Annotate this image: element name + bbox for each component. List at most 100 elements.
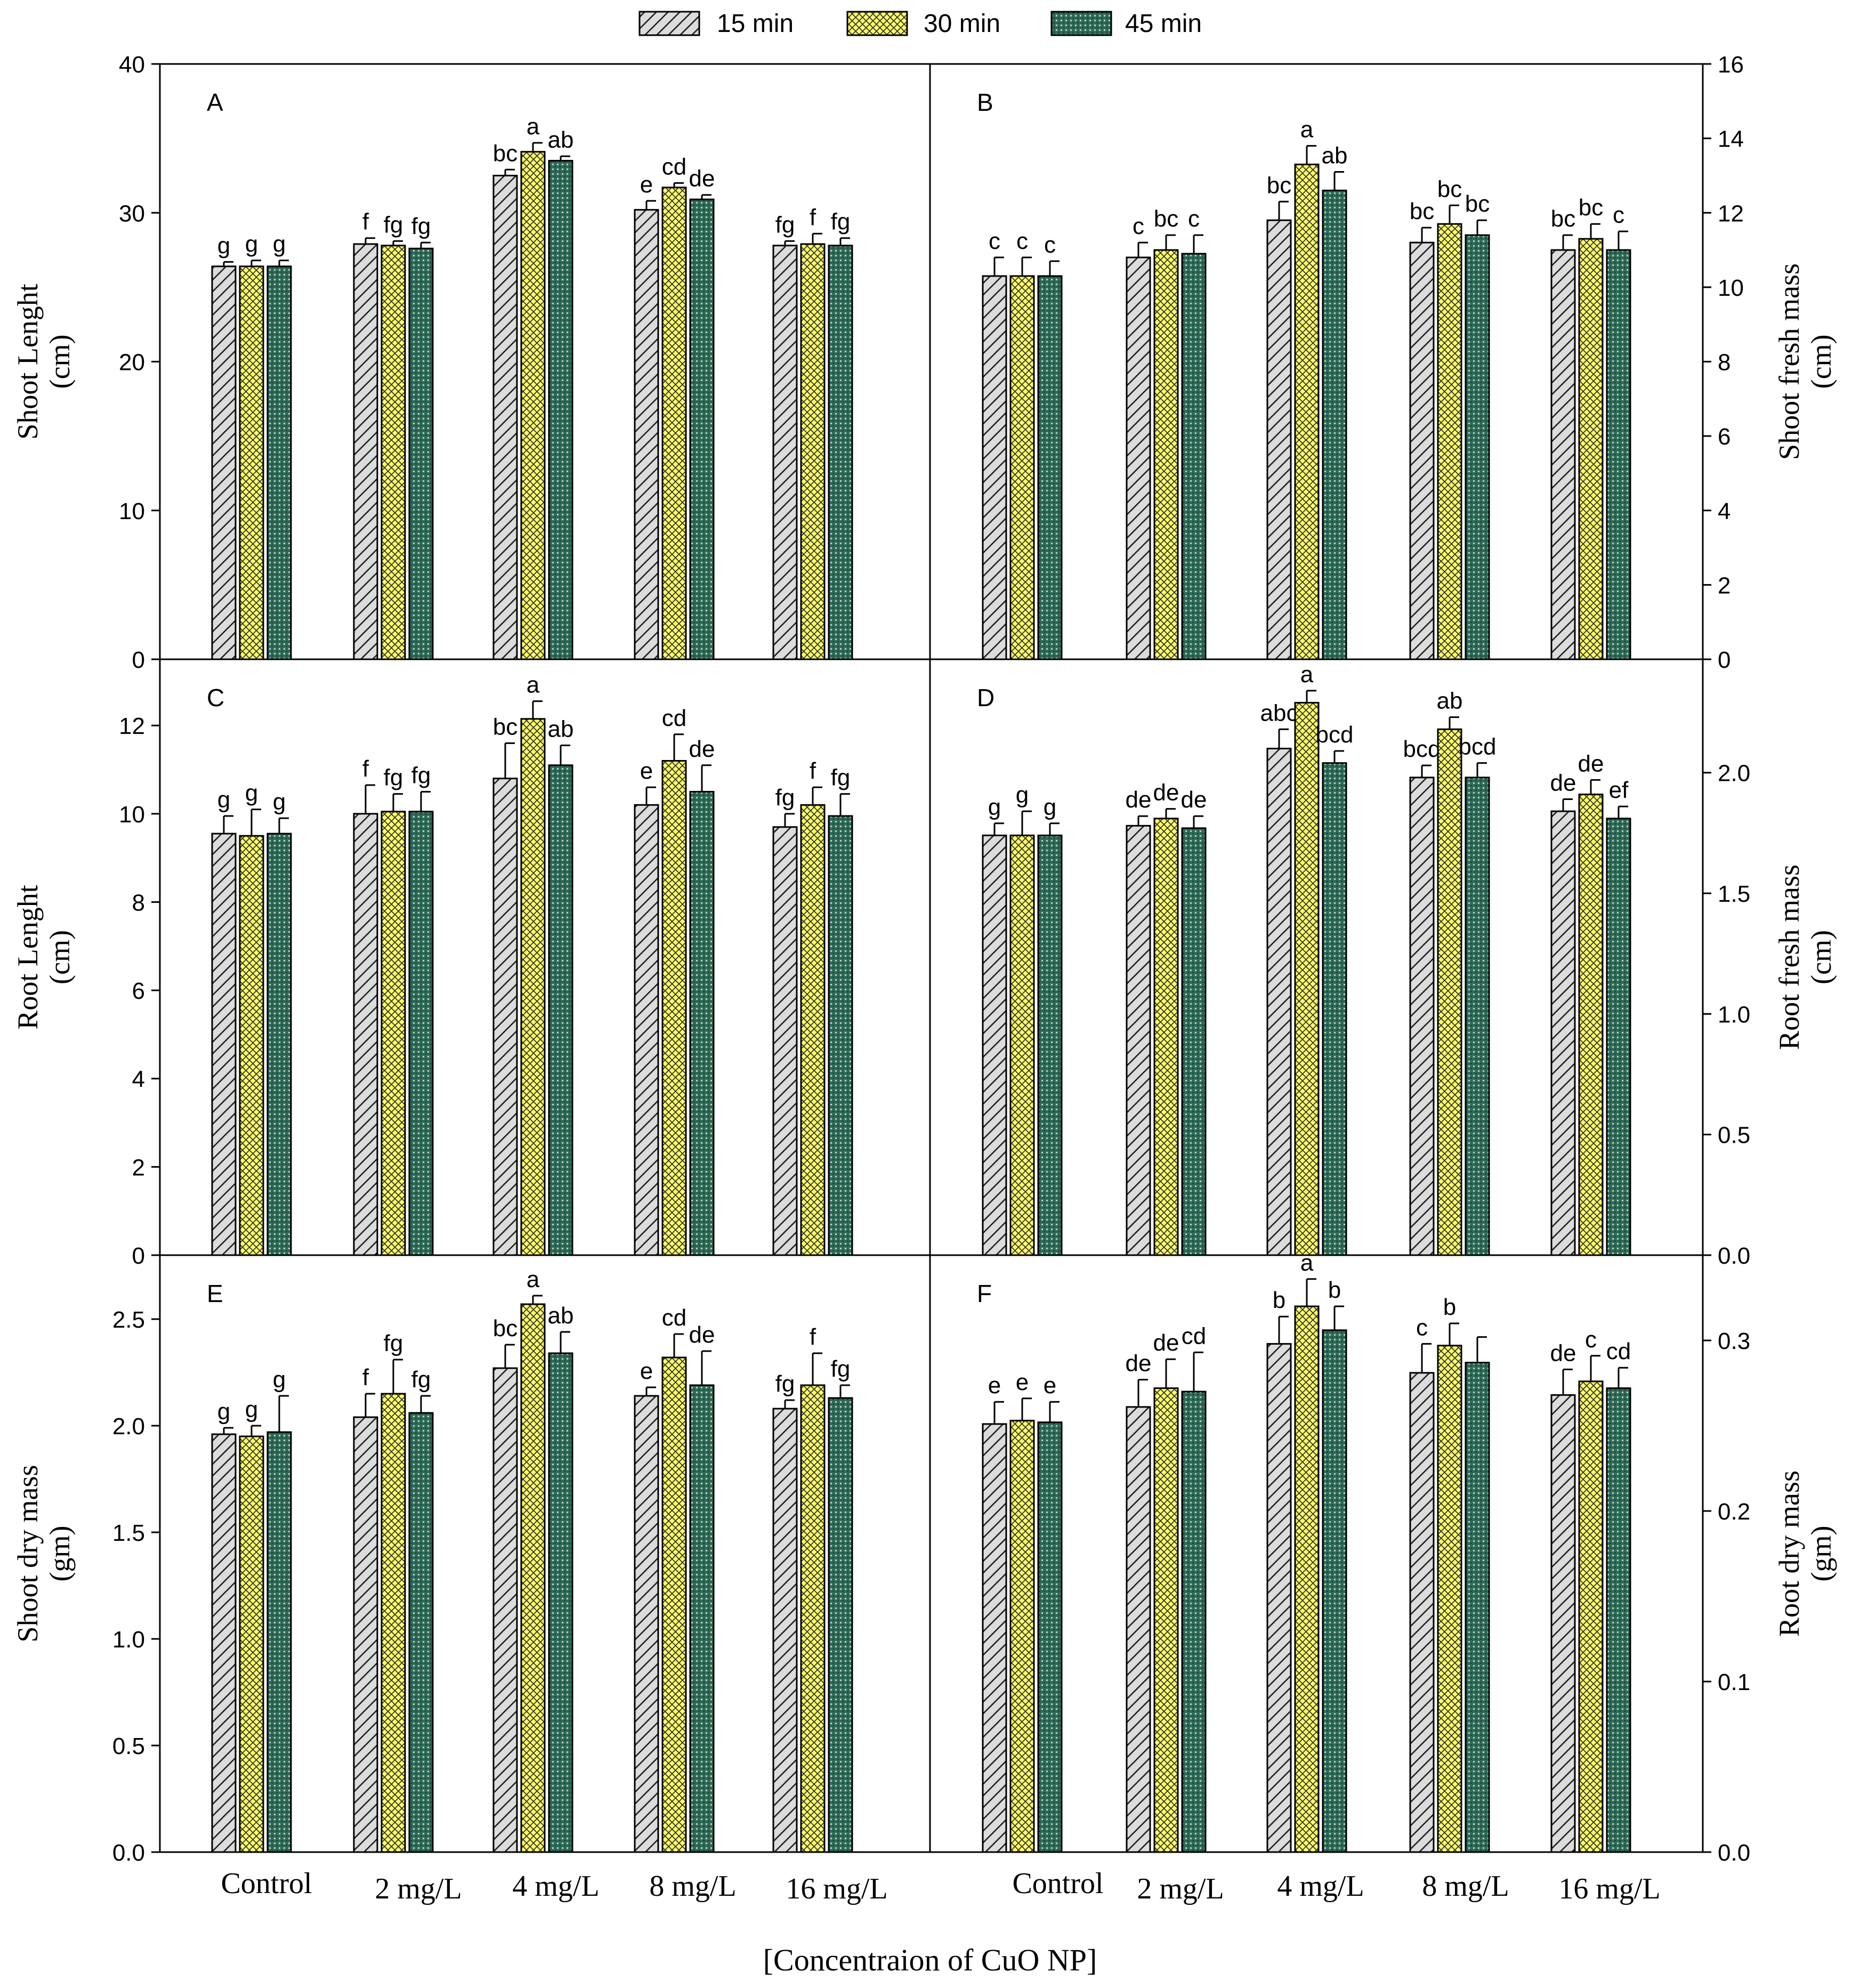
bar-b-15min-3 [1409, 241, 1435, 660]
y-tick-label: 0 [132, 647, 145, 673]
significance-label: g [273, 231, 286, 257]
significance-label: fg [384, 212, 403, 238]
bar-d-15min-1 [1126, 825, 1151, 1256]
bar-b-30min-3 [1437, 223, 1462, 660]
significance-label: g [245, 780, 258, 806]
bar-c-30min-3 [661, 759, 687, 1256]
x-tick-label: 16 mg/L [786, 1872, 887, 1905]
bar-d-45min-2 [1322, 762, 1347, 1256]
significance-label: e [640, 758, 653, 784]
panel-e: E 0.0 0.5 1.0 1.5 2.0 2.5 Shoot dry mass (gm) g f b… [12, 1254, 931, 1866]
x-tick-label: Control [221, 1867, 312, 1900]
bar-f-30min-3 [1437, 1345, 1462, 1853]
bar-e-45min-0 [266, 1431, 292, 1853]
bar-c-45min-0 [266, 833, 292, 1256]
bar-e-30min-4 [800, 1384, 826, 1853]
x-tick-label: 8 mg/L [649, 1870, 736, 1903]
y-tick-label: 10 [119, 498, 145, 524]
bar-c-15min-0 [211, 833, 237, 1256]
y-tick-label: 2.0 [112, 1413, 145, 1440]
bar-a-45min-1 [408, 247, 434, 660]
significance-label: a [1300, 1250, 1314, 1276]
bar-f-15min-0 [982, 1423, 1007, 1853]
significance-label: e [640, 1358, 653, 1384]
y-tick-label: 0.0 [112, 1840, 145, 1866]
bar-d-45min-3 [1465, 777, 1490, 1256]
y-axis-title-line: (cm) [1805, 930, 1837, 984]
bar-f-30min-2 [1294, 1305, 1320, 1853]
bar-b-30min-2 [1294, 163, 1320, 660]
significance-label: cd [662, 1305, 686, 1331]
significance-label: bc [493, 714, 517, 740]
significance-label: g [217, 232, 230, 258]
y-tick-label: 2.0 [1718, 761, 1750, 787]
significance-label: de [1181, 787, 1207, 813]
significance-label: bc [1267, 172, 1291, 198]
bar-f-45min-1 [1181, 1391, 1207, 1853]
y-tick-label: 0.0 [1718, 1840, 1750, 1866]
significance-label: bc [1410, 198, 1434, 224]
y-tick-label: 1.0 [112, 1627, 145, 1653]
bar-f-15min-4 [1550, 1394, 1576, 1853]
panel-letter: E [207, 1280, 223, 1307]
significance-label: f [362, 756, 369, 782]
bar-f-45min-4 [1606, 1387, 1631, 1853]
bar-e-30min-0 [239, 1435, 264, 1853]
bar-a-30min-3 [661, 187, 687, 660]
significance-label: fg [384, 765, 403, 791]
significance-label: a [1300, 117, 1314, 143]
bar-e-45min-2 [548, 1352, 573, 1853]
significance-label: bcd [1316, 722, 1354, 748]
bar-e-30min-1 [381, 1393, 406, 1853]
x-tick-label: 16 mg/L [1558, 1872, 1660, 1905]
bar-c-30min-4 [800, 804, 826, 1256]
significance-label: f [362, 1364, 369, 1391]
bar-d-30min-3 [1437, 728, 1462, 1256]
significance-label: fg [775, 1371, 795, 1397]
y-tick-label: 2 [1718, 572, 1730, 599]
bar-d-15min-0 [982, 834, 1007, 1256]
significance-label: fg [411, 213, 431, 239]
bar-c-45min-2 [548, 764, 573, 1256]
significance-label: a [1300, 661, 1314, 688]
bar-a-15min-3 [634, 209, 659, 660]
y-axis-title-line: (cm) [44, 335, 76, 389]
bar-c-45min-3 [689, 790, 715, 1256]
bar-a-15min-4 [772, 245, 798, 660]
y-axis-title-line: Shoot fresh mass [1773, 263, 1805, 460]
bar-a-30min-4 [800, 243, 826, 660]
bar-a-15min-2 [492, 174, 518, 660]
bar-f-30min-1 [1153, 1387, 1179, 1853]
y-axis-title-line: Shoot dry mass [12, 1465, 44, 1642]
panel-letter: F [977, 1280, 992, 1307]
y-tick-label: 14 [1718, 126, 1744, 152]
significance-label: a [527, 672, 540, 698]
bar-c-30min-2 [520, 718, 546, 1256]
bar-b-15min-1 [1126, 256, 1151, 660]
significance-label: cd [662, 705, 686, 731]
y-axis-title-line: (cm) [1805, 335, 1837, 389]
y-tick-label: 4 [1718, 498, 1730, 524]
significance-label: bc [493, 140, 517, 166]
legend-swatch-15min [638, 11, 700, 36]
y-tick-label: 12 [119, 713, 145, 739]
significance-label: de [1153, 1330, 1179, 1356]
bar-d-45min-4 [1606, 818, 1631, 1256]
x-tick-label: 2 mg/L [375, 1872, 462, 1905]
significance-label: fg [775, 785, 795, 811]
significance-label: f [810, 204, 816, 230]
significance-label: de [1550, 770, 1576, 796]
significance-label: b [1443, 1294, 1456, 1320]
significance-label: bc [1465, 191, 1490, 217]
bar-d-30min-4 [1578, 793, 1604, 1256]
bar-d-15min-3 [1409, 777, 1435, 1256]
significance-label: fg [411, 762, 431, 788]
significance-label: g [273, 1367, 286, 1393]
significance-label: fg [831, 765, 851, 791]
y-tick-label: 8 [132, 890, 145, 916]
significance-label: de [689, 1322, 715, 1348]
significance-label: bc [1579, 195, 1603, 221]
bar-c-30min-0 [239, 835, 264, 1256]
significance-label: a [527, 114, 540, 140]
